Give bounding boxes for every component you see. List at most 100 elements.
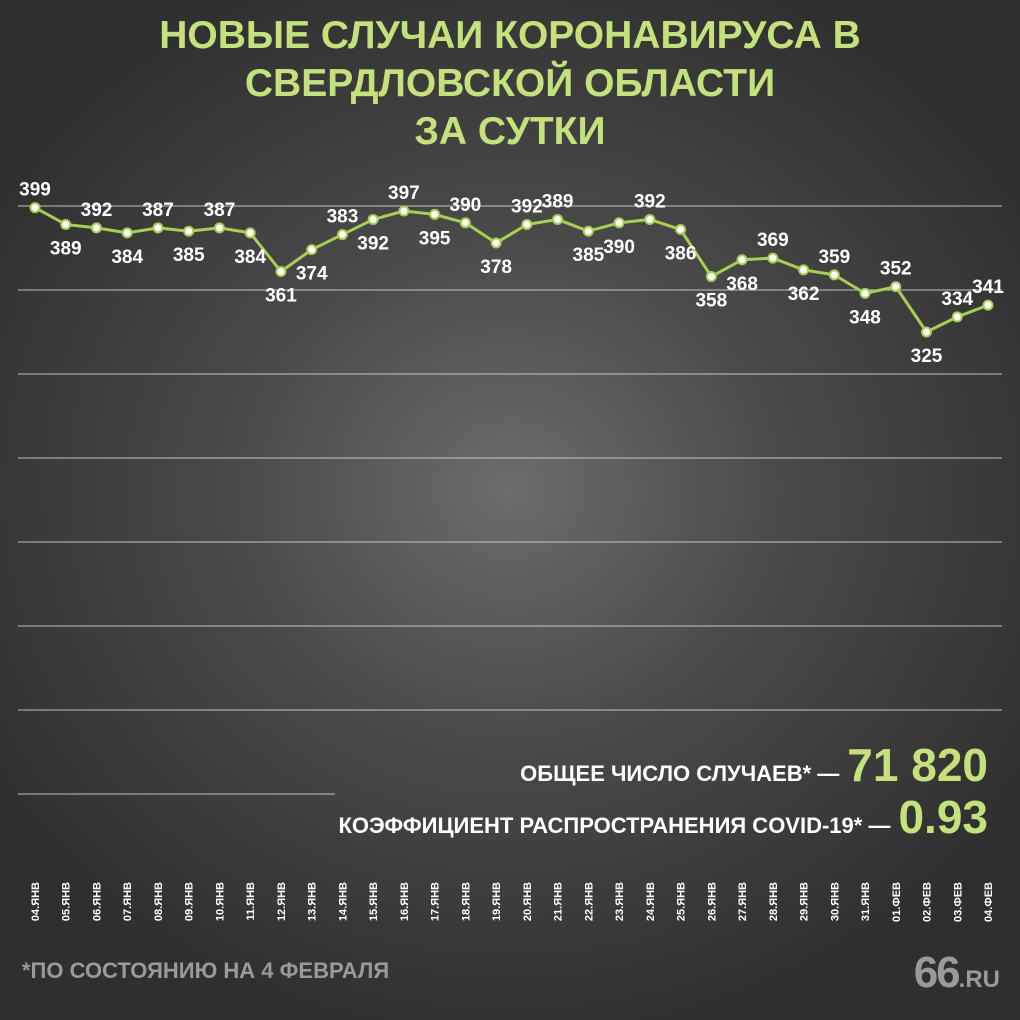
data-label: 358 [695,291,727,312]
data-point [951,311,963,323]
data-point [183,225,195,237]
x-tick-label: 19.ЯНВ [491,882,503,921]
data-label: 334 [941,289,973,310]
spread-rate-stat: КОЭФФИЦИЕНТ РАСПРОСТРАНЕНИЯ COVID-19* — … [338,790,988,844]
x-tick-label: 29.ЯНВ [799,882,811,921]
data-label: 378 [480,257,512,278]
data-label: 399 [19,180,51,201]
x-tick-label: 11.ЯНВ [245,882,257,921]
data-label: 374 [296,264,328,285]
data-label: 397 [388,183,420,204]
data-label: 389 [542,191,574,212]
x-tick-label: 25.ЯНВ [676,882,688,921]
data-point [828,269,840,281]
data-label: 359 [818,247,850,268]
spread-rate-value: 0.93 [898,791,988,843]
x-tick-label: 28.ЯНВ [768,882,780,921]
x-tick-label: 15.ЯНВ [368,882,380,921]
data-point [921,326,933,338]
chart-title: НОВЫЕ СЛУЧАИ КОРОНАВИРУСА В СВЕРДЛОВСКОЙ… [0,12,1020,156]
data-label: 368 [726,274,758,295]
data-point [29,202,41,214]
data-point [552,213,564,225]
data-label: 341 [972,277,1004,298]
data-point [429,208,441,220]
data-label: 369 [757,230,789,251]
x-tick-label: 22.ЯНВ [583,882,595,921]
data-point [213,222,225,234]
data-point [767,252,779,264]
data-label: 325 [911,346,943,367]
x-tick-label: 23.ЯНВ [614,882,626,921]
data-point [982,299,994,311]
data-label: 352 [880,259,912,280]
data-point [336,229,348,241]
data-point [859,287,871,299]
data-point [490,237,502,249]
data-point [121,227,133,239]
x-tick-label: 17.ЯНВ [430,882,442,921]
data-label: 392 [81,200,113,221]
x-tick-label: 26.ЯНВ [706,882,718,921]
data-point [705,271,717,283]
data-label: 383 [327,207,359,228]
x-tick-label: 01.ФЕВ [891,882,903,922]
data-label: 392 [357,233,389,254]
data-point [798,264,810,276]
x-tick-label: 06.ЯНВ [91,882,103,921]
x-tick-label: 07.ЯНВ [122,882,134,921]
data-label: 387 [204,200,236,221]
x-tick-label: 24.ЯНВ [645,882,657,921]
data-point [613,217,625,229]
data-label: 386 [665,244,697,265]
data-point [736,254,748,266]
x-tick-label: 08.ЯНВ [153,882,165,921]
site-logo: 66 .RU [914,948,1000,998]
data-point [60,218,72,230]
x-tick-label: 12.ЯНВ [276,882,288,921]
data-label: 387 [142,200,174,221]
x-tick-label: 30.ЯНВ [829,882,841,921]
x-tick-label: 03.ФЕВ [952,882,964,922]
data-label: 384 [111,247,143,268]
x-tick-label: 02.ФЕВ [922,882,934,922]
data-point [244,227,256,239]
data-label: 392 [634,191,666,212]
x-tick-label: 09.ЯНВ [184,882,196,921]
chart-title-line-1: НОВЫЕ СЛУЧАИ КОРОНАВИРУСА В СВЕРДЛОВСКОЙ… [159,14,861,105]
x-tick-label: 14.ЯНВ [337,882,349,921]
x-tick-label: 04.ЯНВ [30,882,42,921]
logo-number: 66 [913,948,961,997]
data-label: 361 [265,286,297,307]
data-point [306,244,318,256]
footnote: *ПО СОСТОЯНИЮ НА 4 ФЕВРАЛЯ [22,958,390,983]
data-point [521,218,533,230]
data-label: 348 [849,307,881,328]
x-tick-label: 20.ЯНВ [522,882,534,921]
x-tick-label: 13.ЯНВ [307,882,319,921]
x-tick-label: 18.ЯНВ [460,882,472,921]
x-tick-label: 05.ЯНВ [61,882,73,921]
total-cases-label: ОБЩЕЕ ЧИСЛО СЛУЧАЕВ* — [520,761,840,786]
data-label: 362 [788,284,820,305]
x-tick-label: 21.ЯНВ [553,882,565,921]
data-point [675,224,687,236]
x-tick-label: 04.ФЕВ [983,882,995,922]
data-point [367,213,379,225]
logo-suffix: .RU [958,966,1000,993]
data-point [582,225,594,237]
data-point [644,213,656,225]
data-label: 395 [419,228,451,249]
data-label: 390 [450,195,482,216]
data-point [890,281,902,293]
data-point [275,266,287,278]
spread-rate-label: КОЭФФИЦИЕНТ РАСПРОСТРАНЕНИЯ COVID-19* — [338,813,891,838]
total-cases-value: 71 820 [847,739,988,791]
x-tick-label: 31.ЯНВ [860,882,872,921]
data-label: 384 [234,247,266,268]
data-point [459,217,471,229]
x-tick-label: 10.ЯНВ [214,882,226,921]
data-label: 385 [573,245,605,266]
data-label: 389 [50,238,82,259]
